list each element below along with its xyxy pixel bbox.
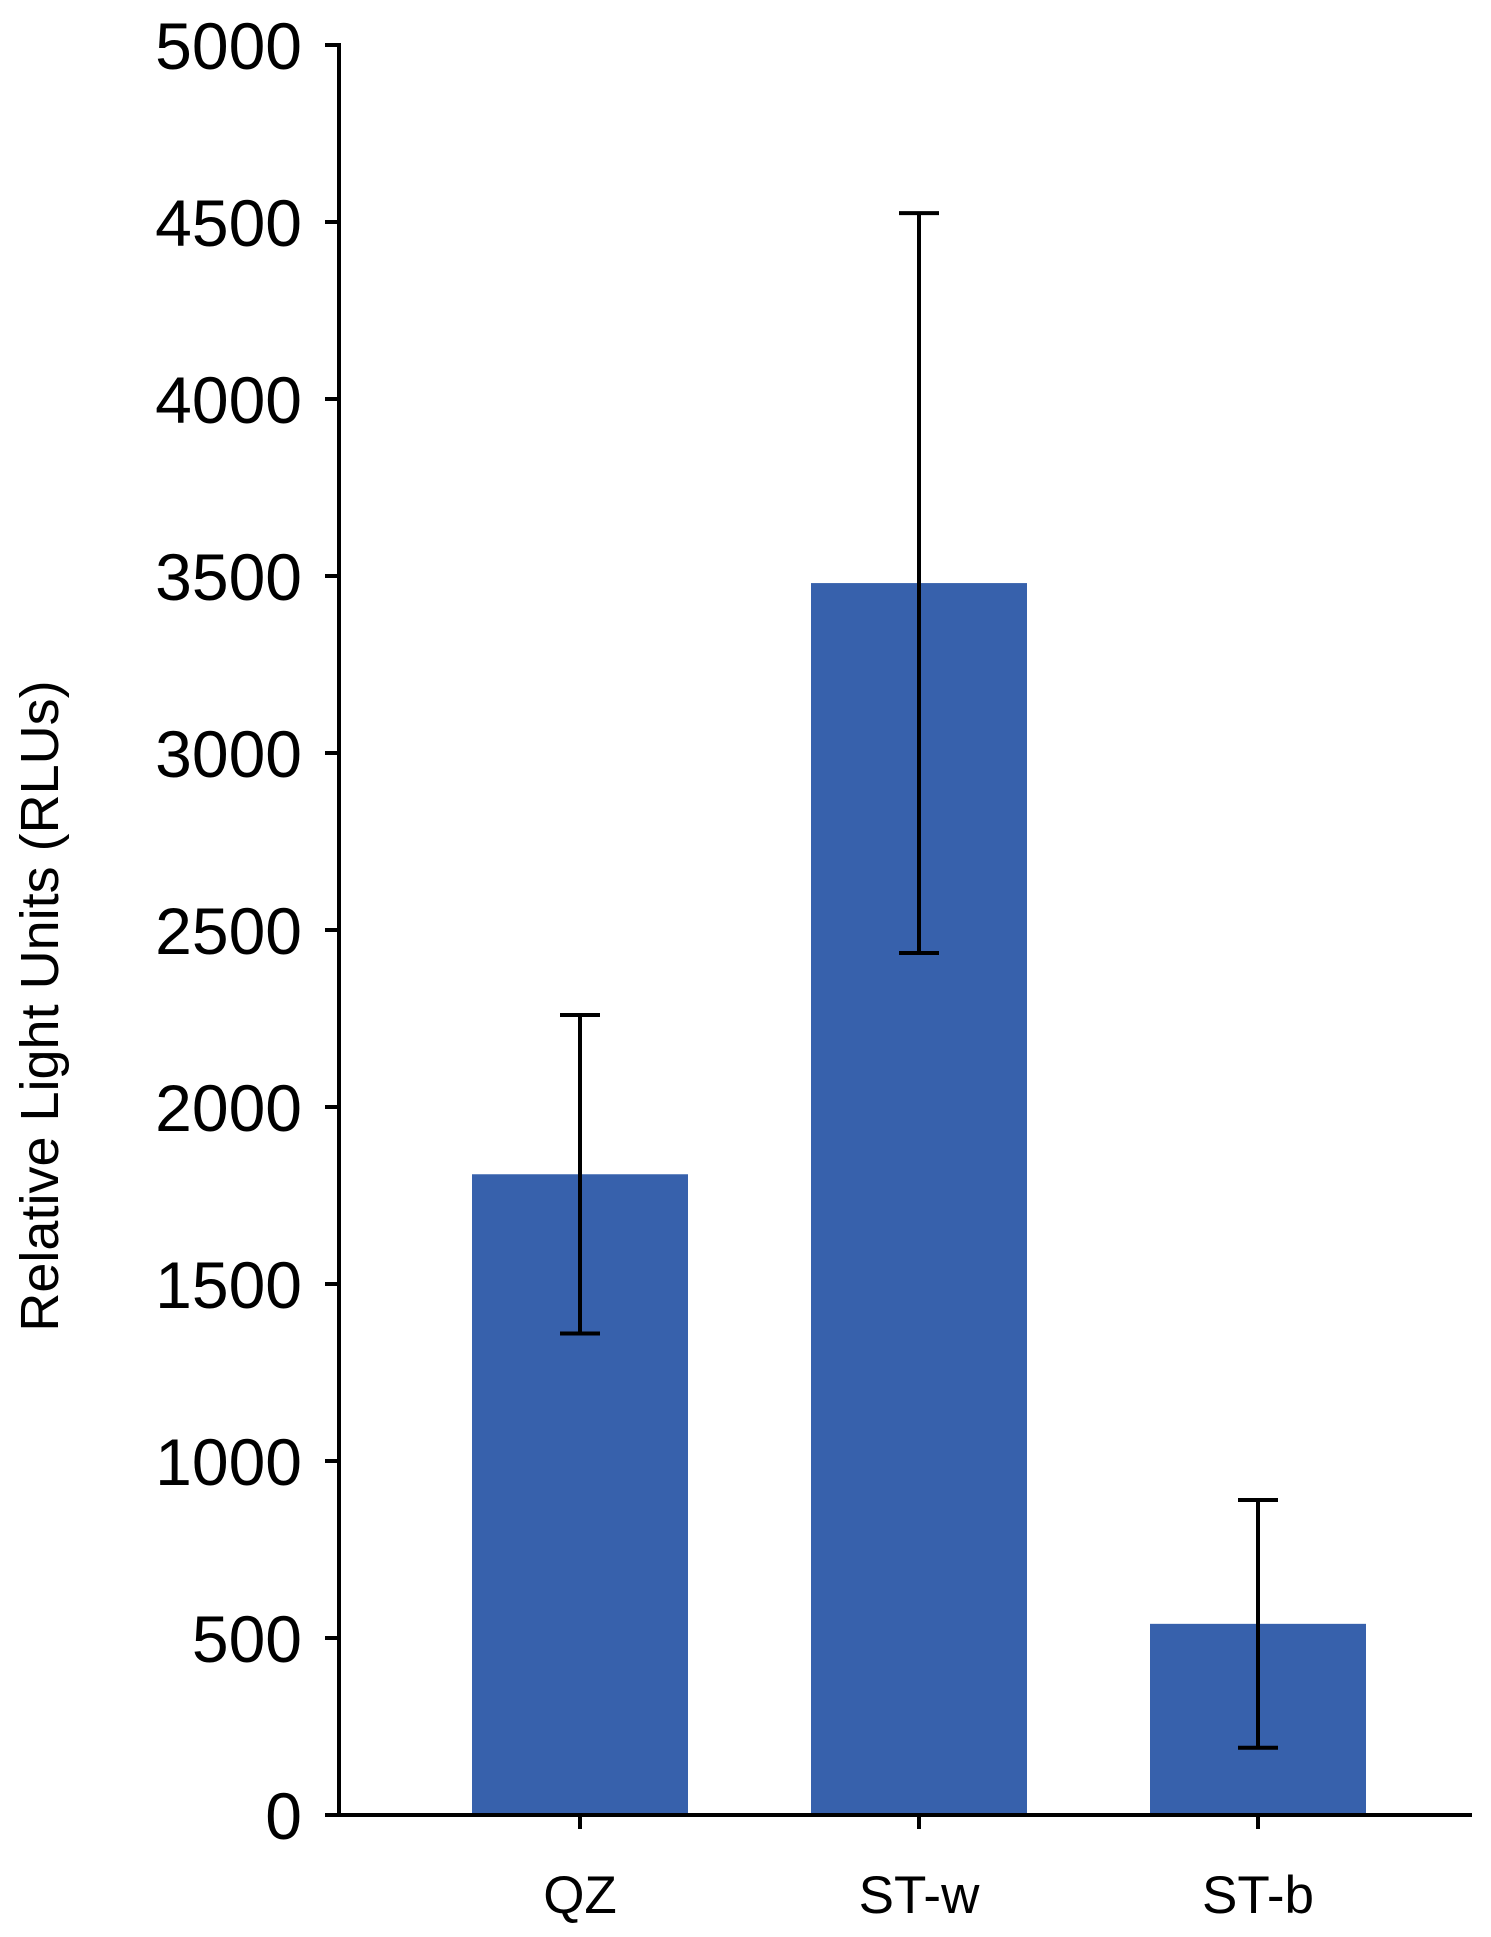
error-bars-group xyxy=(560,211,1278,1750)
x-tick-label-qz: QZ xyxy=(543,1866,617,1925)
y-tick-label: 2500 xyxy=(155,894,302,968)
y-tick-label: 0 xyxy=(265,1779,302,1853)
y-tick-label: 5000 xyxy=(155,9,302,83)
x-ticks-group: QZ ST-w ST-b xyxy=(543,1815,1314,1925)
y-tick-label: 2000 xyxy=(155,1071,302,1145)
y-tick-label: 4000 xyxy=(155,363,302,437)
x-tick-label-st-w: ST-w xyxy=(859,1866,980,1925)
y-tick-label: 1500 xyxy=(155,1248,302,1322)
y-tick-label: 3500 xyxy=(155,540,302,614)
y-tick-label: 3000 xyxy=(155,717,302,791)
y-tick-label: 500 xyxy=(192,1602,302,1676)
y-tick-label: 4500 xyxy=(155,186,302,260)
y-tick-label: 1000 xyxy=(155,1425,302,1499)
y-axis-title: Relative Light Units (RLUs) xyxy=(10,680,70,1331)
y-ticks-group: 0 500 1000 1500 2000 2500 3000 3500 4000 4500 5000 xyxy=(155,9,339,1853)
x-tick-label-st-b: ST-b xyxy=(1202,1866,1314,1925)
